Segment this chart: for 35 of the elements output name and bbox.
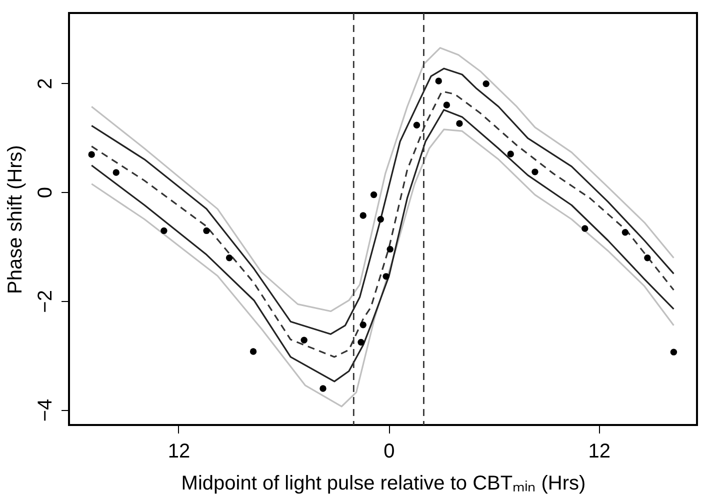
point (435, 78, 442, 84)
point (88, 151, 95, 158)
point (320, 385, 326, 392)
point (377, 216, 384, 223)
y-tick-label: −2 (34, 290, 56, 313)
point (112, 169, 120, 176)
point (250, 348, 257, 355)
point (203, 227, 210, 234)
point (582, 225, 588, 232)
y-axis-title: Phase shift (Hrs) (4, 145, 26, 294)
point (382, 273, 390, 280)
y-tick-label: 2 (34, 78, 56, 90)
point (300, 336, 308, 344)
point (358, 338, 364, 346)
point (160, 227, 168, 234)
x-tick-label: 0 (384, 440, 395, 462)
point (360, 322, 366, 328)
point (443, 102, 450, 108)
point (670, 348, 678, 356)
point (507, 150, 514, 158)
y-tick-label: −4 (34, 398, 56, 422)
point (386, 246, 394, 253)
point (360, 212, 366, 219)
point (226, 254, 233, 262)
point (482, 80, 490, 88)
point (456, 120, 463, 127)
point (532, 168, 538, 176)
point (370, 191, 378, 198)
x-tick-label: 12 (168, 440, 190, 462)
x-axis-title: Midpoint of light pulse relative to CBTₘᵢₙ (Hrs) (181, 472, 586, 494)
point (622, 228, 629, 236)
point (644, 254, 651, 262)
y-tick-label: 0 (34, 186, 56, 198)
point (413, 122, 420, 128)
x-tick-label: 12 (588, 440, 611, 462)
